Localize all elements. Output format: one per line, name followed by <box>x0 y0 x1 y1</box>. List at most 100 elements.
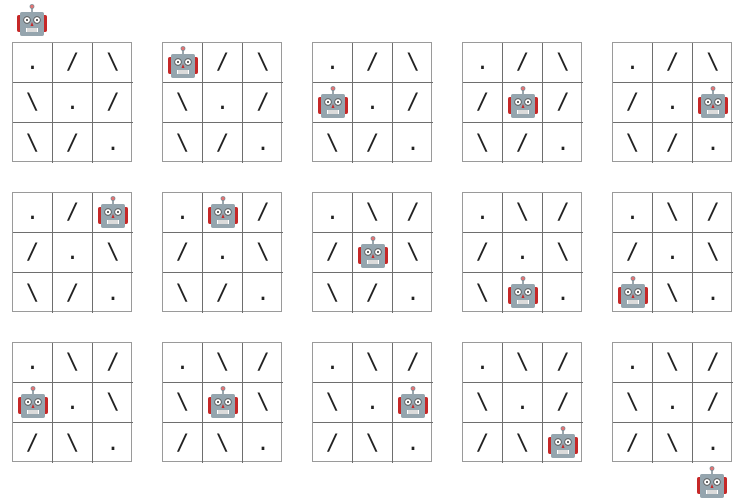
grid-cell[interactable]: / <box>243 343 283 383</box>
grid-cell[interactable]: / <box>693 343 733 383</box>
grid-cell[interactable]: / <box>53 43 93 83</box>
grid-cell[interactable]: / <box>13 233 53 273</box>
grid-cell[interactable]: / <box>313 233 353 273</box>
grid-cell[interactable] <box>693 83 733 123</box>
grid-cell[interactable]: / <box>653 43 693 83</box>
grid-cell[interactable]: \ <box>653 423 693 463</box>
grid-cell[interactable]: . <box>13 43 53 83</box>
grid-cell[interactable]: / <box>313 423 353 463</box>
grid-cell[interactable]: / <box>613 233 653 273</box>
grid-cell[interactable]: \ <box>693 43 733 83</box>
grid-cell[interactable]: . <box>313 343 353 383</box>
grid-cell[interactable]: . <box>203 233 243 273</box>
grid-cell[interactable]: . <box>463 43 503 83</box>
grid-cell[interactable]: . <box>53 233 93 273</box>
grid-cell[interactable]: . <box>13 343 53 383</box>
grid-cell[interactable]: \ <box>653 273 693 313</box>
grid-cell[interactable] <box>93 193 133 233</box>
grid-cell[interactable] <box>613 273 653 313</box>
grid-cell[interactable]: / <box>53 273 93 313</box>
grid-cell[interactable]: . <box>393 273 433 313</box>
grid-cell[interactable]: \ <box>463 273 503 313</box>
grid-cell[interactable]: / <box>543 193 583 233</box>
grid-cell[interactable]: . <box>93 123 133 163</box>
grid-cell[interactable]: / <box>163 233 203 273</box>
grid-cell[interactable]: \ <box>163 273 203 313</box>
grid-cell[interactable]: / <box>353 43 393 83</box>
grid-cell[interactable]: \ <box>163 83 203 123</box>
grid-cell[interactable]: . <box>693 423 733 463</box>
grid-cell[interactable]: . <box>53 383 93 423</box>
grid-cell[interactable] <box>203 193 243 233</box>
grid-cell[interactable] <box>313 83 353 123</box>
grid-cell[interactable]: \ <box>243 383 283 423</box>
grid-cell[interactable]: \ <box>203 423 243 463</box>
grid-cell[interactable]: . <box>353 83 393 123</box>
grid-cell[interactable]: / <box>203 43 243 83</box>
grid-cell[interactable]: . <box>653 83 693 123</box>
grid-cell[interactable]: . <box>53 83 93 123</box>
grid-cell[interactable]: \ <box>353 193 393 233</box>
grid-cell[interactable] <box>353 233 393 273</box>
grid-cell[interactable]: / <box>613 423 653 463</box>
grid-cell[interactable]: / <box>613 83 653 123</box>
grid-cell[interactable]: / <box>393 83 433 123</box>
grid-cell[interactable]: . <box>313 193 353 233</box>
grid-cell[interactable]: \ <box>93 43 133 83</box>
grid-cell[interactable]: / <box>393 343 433 383</box>
grid-cell[interactable]: \ <box>353 423 393 463</box>
grid-cell[interactable]: . <box>543 123 583 163</box>
grid-cell[interactable]: . <box>243 123 283 163</box>
grid-cell[interactable]: . <box>243 273 283 313</box>
grid-cell[interactable]: \ <box>163 123 203 163</box>
grid-cell[interactable] <box>203 383 243 423</box>
grid-cell[interactable]: . <box>243 423 283 463</box>
grid-cell[interactable]: / <box>463 423 503 463</box>
grid-cell[interactable]: \ <box>53 343 93 383</box>
grid-cell[interactable]: / <box>13 423 53 463</box>
grid-cell[interactable]: \ <box>693 233 733 273</box>
grid-cell[interactable]: . <box>93 423 133 463</box>
grid-cell[interactable]: / <box>693 383 733 423</box>
grid-cell[interactable]: \ <box>463 383 503 423</box>
grid-cell[interactable]: / <box>543 383 583 423</box>
grid-cell[interactable]: / <box>163 423 203 463</box>
grid-cell[interactable]: / <box>93 83 133 123</box>
grid-cell[interactable]: . <box>503 233 543 273</box>
grid-cell[interactable]: \ <box>543 43 583 83</box>
grid-cell[interactable]: . <box>693 273 733 313</box>
grid-cell[interactable]: \ <box>313 383 353 423</box>
grid-cell[interactable]: . <box>693 123 733 163</box>
grid-cell[interactable]: \ <box>243 233 283 273</box>
grid-cell[interactable]: . <box>93 273 133 313</box>
grid-cell[interactable]: \ <box>353 343 393 383</box>
grid-cell[interactable]: . <box>613 193 653 233</box>
grid-cell[interactable]: \ <box>163 383 203 423</box>
grid-cell[interactable]: . <box>503 383 543 423</box>
grid-cell[interactable] <box>163 43 203 83</box>
grid-cell[interactable]: \ <box>503 343 543 383</box>
grid-cell[interactable]: / <box>93 343 133 383</box>
grid-cell[interactable]: \ <box>13 273 53 313</box>
grid-cell[interactable]: \ <box>463 123 503 163</box>
grid-cell[interactable]: \ <box>613 383 653 423</box>
grid-cell[interactable] <box>393 383 433 423</box>
grid-cell[interactable]: . <box>13 193 53 233</box>
grid-cell[interactable]: \ <box>393 43 433 83</box>
grid-cell[interactable]: . <box>613 43 653 83</box>
grid-cell[interactable]: . <box>653 383 693 423</box>
grid-cell[interactable] <box>13 383 53 423</box>
grid-cell[interactable]: / <box>693 193 733 233</box>
grid-cell[interactable]: . <box>463 193 503 233</box>
grid-cell[interactable]: / <box>543 83 583 123</box>
grid-cell[interactable]: . <box>163 193 203 233</box>
grid-cell[interactable]: / <box>543 343 583 383</box>
grid-cell[interactable]: / <box>243 193 283 233</box>
grid-cell[interactable]: / <box>203 123 243 163</box>
grid-cell[interactable]: . <box>543 273 583 313</box>
grid-cell[interactable]: \ <box>93 233 133 273</box>
grid-cell[interactable]: / <box>53 123 93 163</box>
grid-cell[interactable]: . <box>393 423 433 463</box>
grid-cell[interactable]: / <box>653 123 693 163</box>
grid-cell[interactable]: / <box>393 193 433 233</box>
